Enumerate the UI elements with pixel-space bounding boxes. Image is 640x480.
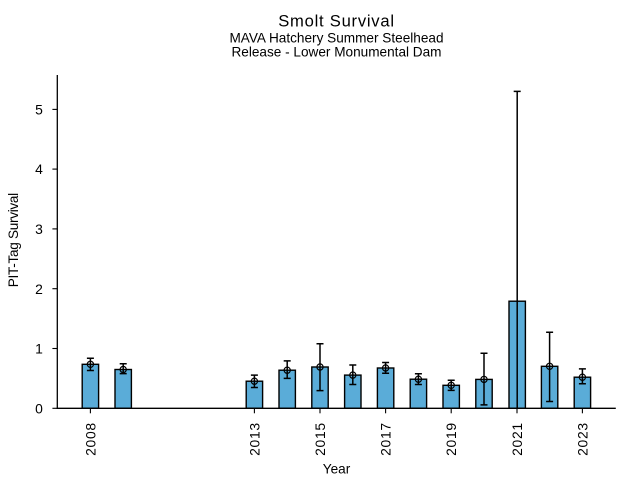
svg-text:0: 0 (35, 400, 43, 416)
svg-text:PIT-Tag Survival: PIT-Tag Survival (6, 193, 21, 287)
svg-text:2017: 2017 (378, 422, 394, 456)
svg-text:2008: 2008 (82, 422, 98, 456)
svg-text:Release - Lower Monumental Dam: Release - Lower Monumental Dam (231, 45, 441, 60)
svg-text:5: 5 (35, 102, 43, 118)
svg-text:2013: 2013 (246, 422, 262, 456)
svg-text:2: 2 (35, 281, 43, 297)
svg-text:Smolt Survival: Smolt Survival (278, 12, 395, 31)
svg-text:1: 1 (35, 341, 43, 357)
svg-text:2015: 2015 (312, 422, 328, 456)
svg-text:2019: 2019 (443, 422, 459, 456)
svg-text:4: 4 (35, 161, 43, 177)
svg-text:2021: 2021 (509, 422, 525, 456)
svg-text:2023: 2023 (574, 422, 590, 456)
svg-text:Year: Year (323, 462, 351, 477)
svg-text:MAVA Hatchery Summer Steelhead: MAVA Hatchery Summer Steelhead (229, 31, 443, 46)
svg-text:3: 3 (35, 221, 43, 237)
